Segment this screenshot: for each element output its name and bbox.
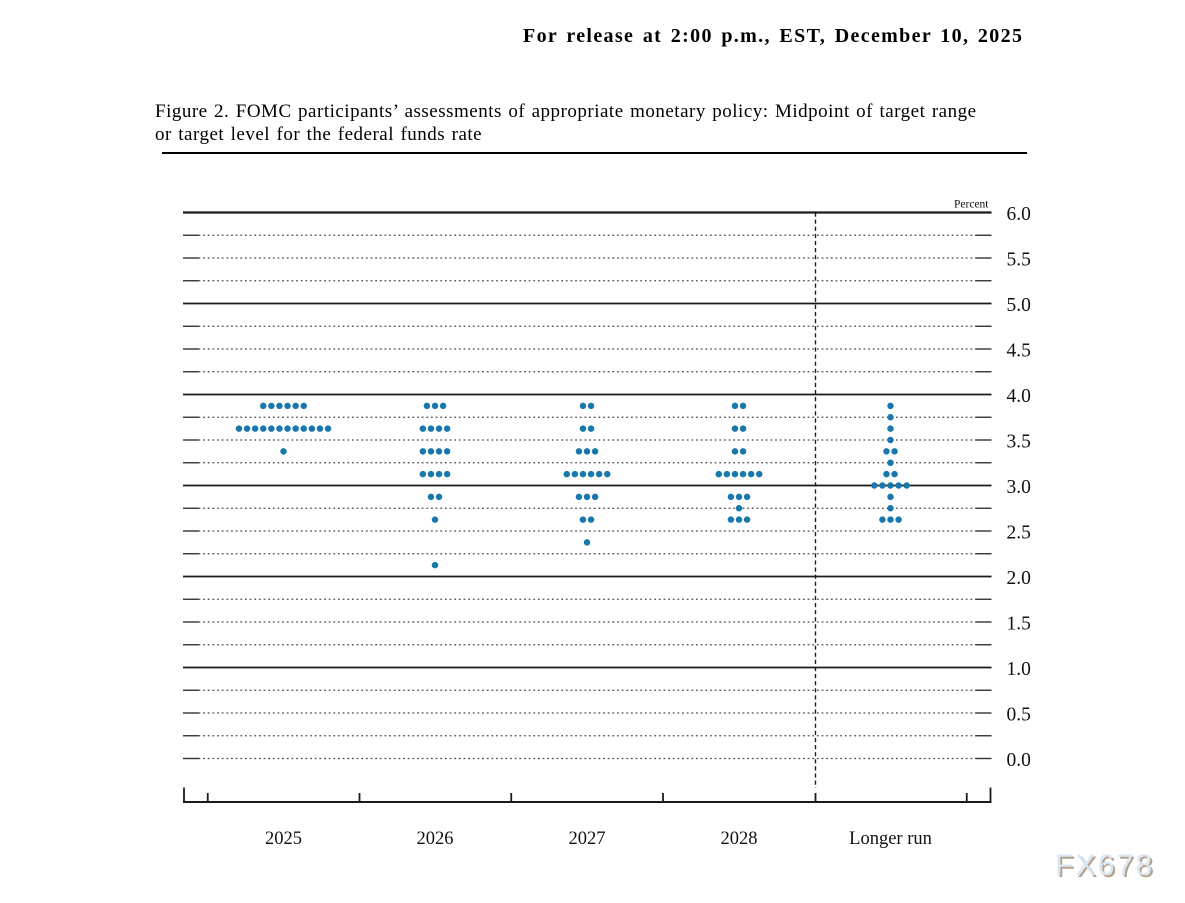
- svg-text:2028: 2028: [721, 829, 758, 849]
- svg-text:4.0: 4.0: [1007, 386, 1031, 407]
- svg-text:4.5: 4.5: [1007, 340, 1031, 361]
- svg-text:1.5: 1.5: [1007, 613, 1031, 634]
- svg-text:5.0: 5.0: [1007, 295, 1031, 316]
- svg-text:5.5: 5.5: [1007, 249, 1031, 270]
- svg-text:2.0: 2.0: [1007, 568, 1031, 589]
- svg-text:2025: 2025: [265, 829, 302, 849]
- svg-text:0.0: 0.0: [1007, 750, 1031, 771]
- svg-text:Percent: Percent: [954, 199, 989, 211]
- svg-text:2.5: 2.5: [1007, 522, 1031, 543]
- svg-text:2026: 2026: [417, 829, 454, 849]
- svg-text:3.5: 3.5: [1007, 431, 1031, 452]
- svg-text:1.0: 1.0: [1007, 659, 1031, 680]
- svg-text:3.0: 3.0: [1007, 477, 1031, 498]
- svg-text:6.0: 6.0: [1007, 204, 1031, 225]
- svg-text:Longer run: Longer run: [849, 829, 932, 849]
- svg-text:0.5: 0.5: [1007, 704, 1031, 725]
- svg-text:2027: 2027: [569, 829, 606, 849]
